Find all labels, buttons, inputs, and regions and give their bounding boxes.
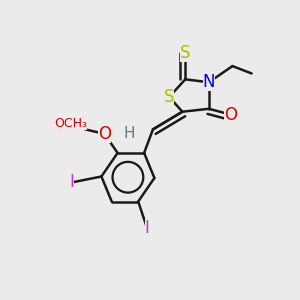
Text: O: O: [98, 125, 111, 143]
Text: H: H: [124, 126, 135, 141]
Text: S: S: [180, 44, 190, 62]
Text: I: I: [70, 173, 74, 191]
Text: O: O: [224, 106, 238, 124]
Text: S: S: [164, 88, 174, 106]
Text: I: I: [145, 219, 149, 237]
Text: N: N: [202, 73, 215, 91]
Text: OCH₃: OCH₃: [54, 117, 87, 130]
